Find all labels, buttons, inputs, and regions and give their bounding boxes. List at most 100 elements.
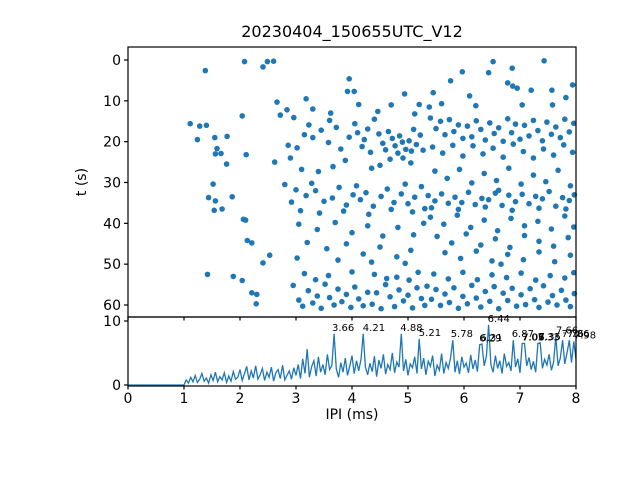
scatter-point <box>482 137 489 143</box>
scatter-point <box>305 287 312 294</box>
scatter-point <box>219 206 225 212</box>
scatter-point <box>559 194 566 201</box>
scatter-point <box>528 87 534 93</box>
scatter-point <box>521 232 528 239</box>
scatter-point <box>518 292 524 298</box>
scatter-point <box>438 191 445 197</box>
histogram-polyline <box>128 324 577 386</box>
scatter-point <box>391 199 397 206</box>
scatter-point <box>454 212 461 218</box>
scatter-point <box>408 148 415 154</box>
tick-label: 10 <box>103 314 121 330</box>
scatter-point <box>420 220 427 227</box>
scatter-point <box>490 58 496 65</box>
peak-annotation: 7.06 <box>522 332 544 343</box>
scatter-point <box>535 218 541 225</box>
scatter-point <box>500 138 507 145</box>
scatter-point <box>445 276 452 282</box>
scatter-point <box>532 277 539 283</box>
scatter-point <box>495 125 502 131</box>
scatter-point <box>322 281 328 288</box>
scatter-point <box>340 208 347 214</box>
scatter-point <box>544 119 550 125</box>
scatter-point <box>460 153 466 159</box>
scatter-point <box>513 303 520 310</box>
histogram-axes-frame <box>127 316 577 387</box>
scatter-point <box>416 101 423 108</box>
scatter-point <box>530 155 537 161</box>
tick-label: 7 <box>516 391 525 407</box>
scatter-point <box>438 100 445 107</box>
scatter-point <box>517 136 523 142</box>
scatter-point <box>212 151 219 157</box>
peak-annotation: 7.35 <box>539 332 561 343</box>
scatter-point <box>310 106 316 112</box>
scatter-point <box>196 123 203 129</box>
scatter-point <box>433 125 439 132</box>
scatter-point <box>427 115 434 121</box>
scatter-point <box>487 120 493 126</box>
scatter-point <box>348 304 354 311</box>
scatter-point <box>318 127 325 133</box>
scatter-point <box>361 136 368 143</box>
scatter-point <box>508 215 514 222</box>
scatter-point <box>536 249 542 255</box>
scatter-point <box>291 114 297 121</box>
scatter-point <box>478 126 484 133</box>
scatter-point <box>400 298 407 304</box>
scatter-point <box>399 139 406 145</box>
scatter-point <box>402 260 409 267</box>
scatter-point <box>550 152 557 158</box>
scatter-point <box>490 145 496 151</box>
scatter-point <box>274 99 280 105</box>
scatter-point <box>545 299 551 305</box>
scatter-point <box>324 245 330 252</box>
scatter-point <box>403 146 409 153</box>
scatter-point <box>442 131 448 138</box>
scatter-point <box>509 65 515 71</box>
scatter-point <box>382 281 389 288</box>
scatter-point <box>492 236 499 242</box>
scatter-point <box>473 102 479 109</box>
scatter-point <box>297 207 304 214</box>
scatter-point <box>480 151 486 157</box>
scatter-point <box>367 149 374 156</box>
peak-annotation: 6.29 <box>479 334 501 345</box>
peak-annotation: 7.86 <box>567 329 589 340</box>
scatter-point <box>519 191 525 198</box>
scatter-point <box>504 297 511 304</box>
tick-labels-group: 0 10 20 30 40 50 60 0 10 0 1 2 3 4 5 6 7 8 <box>103 53 580 407</box>
scatter-point <box>410 232 417 238</box>
scatter-point <box>543 178 549 185</box>
scatter-point <box>389 135 396 142</box>
scatter-point <box>239 113 245 119</box>
scatter-point <box>437 118 444 125</box>
scatter-point <box>310 134 316 141</box>
scatter-point <box>414 285 420 291</box>
scatter-point <box>503 274 510 281</box>
tick-label: 0 <box>124 391 133 407</box>
scatter-point <box>385 128 392 135</box>
scatter-point <box>536 304 542 311</box>
scatter-point <box>482 288 489 295</box>
scatter-point <box>514 85 520 91</box>
scatter-point <box>402 181 409 187</box>
x-axis-label: IPI (ms) <box>325 407 378 423</box>
scatter-point <box>566 197 573 204</box>
scatter-point <box>563 94 569 101</box>
scatter-point <box>380 233 386 239</box>
scatter-point <box>429 144 436 150</box>
scatter-point <box>504 251 511 258</box>
scatter-point <box>327 110 334 116</box>
peak-annotation: 5.78 <box>451 329 473 340</box>
scatter-point <box>540 146 547 152</box>
scatter-point <box>354 129 361 136</box>
scatter-point <box>520 148 527 155</box>
scatter-point <box>277 112 284 118</box>
scatter-point <box>396 133 403 139</box>
scatter-point <box>549 87 555 93</box>
scatter-point <box>494 227 501 234</box>
scatter-point <box>304 239 311 246</box>
scatter-point <box>549 102 556 108</box>
